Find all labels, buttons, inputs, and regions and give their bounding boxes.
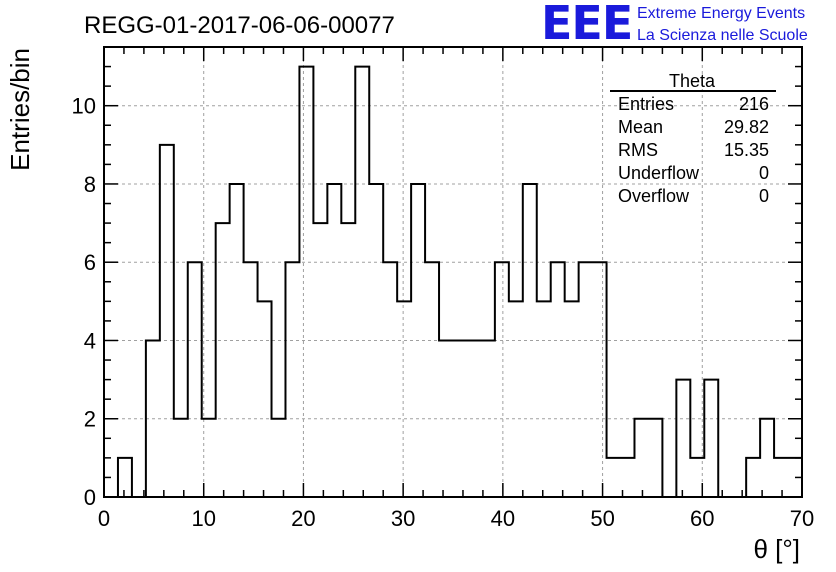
y-tick-label: 10 (72, 94, 96, 119)
stats-label-mean: Mean (618, 117, 663, 137)
stats-value-rms: 15.35 (724, 140, 769, 160)
y-tick-label: 8 (84, 172, 96, 197)
y-tick-label: 2 (84, 407, 96, 432)
x-tick-labels: 0 10 20 30 40 50 60 70 (98, 506, 814, 531)
stats-box: Theta Entries 216 Mean 29.82 RMS 15.35 U… (610, 71, 776, 206)
y-tick-label: 4 (84, 328, 96, 353)
y-tick-labels: 0 2 4 6 8 10 (72, 94, 96, 510)
stats-value-mean: 29.82 (724, 117, 769, 137)
histogram-outline (104, 65, 803, 498)
x-tick-label: 30 (391, 506, 415, 531)
y-tick-label: 6 (84, 250, 96, 275)
stats-value-underflow: 0 (759, 163, 769, 183)
x-tick-label: 40 (491, 506, 515, 531)
run-title: REGG-01-2017-06-06-00077 (84, 12, 395, 39)
x-tick-label: 10 (191, 506, 215, 531)
stats-label-overflow: Overflow (618, 186, 690, 206)
x-tick-label: 50 (590, 506, 614, 531)
eee-logo: EEE (541, 0, 632, 50)
y-axis-label: Entries/bin (5, 48, 35, 171)
plot-frame (103, 46, 803, 498)
stats-title: Theta (669, 71, 716, 91)
brand-line-2: La Scienza nelle Scuole (637, 27, 808, 44)
x-tick-label: 20 (291, 506, 315, 531)
stats-value-overflow: 0 (759, 186, 769, 206)
brand-line-1: Extreme Energy Events (637, 5, 805, 22)
stats-label-underflow: Underflow (618, 163, 700, 183)
y-tick-label: 0 (84, 485, 96, 510)
x-axis-label: θ [°] (753, 534, 800, 564)
stats-label-rms: RMS (618, 140, 658, 160)
x-tick-label: 0 (98, 506, 110, 531)
grid (104, 47, 802, 497)
x-tick-label: 60 (690, 506, 714, 531)
stats-label-entries: Entries (618, 94, 674, 114)
stats-value-entries: 216 (739, 94, 769, 114)
x-tick-label: 70 (790, 506, 814, 531)
axis-ticks (103, 46, 803, 498)
